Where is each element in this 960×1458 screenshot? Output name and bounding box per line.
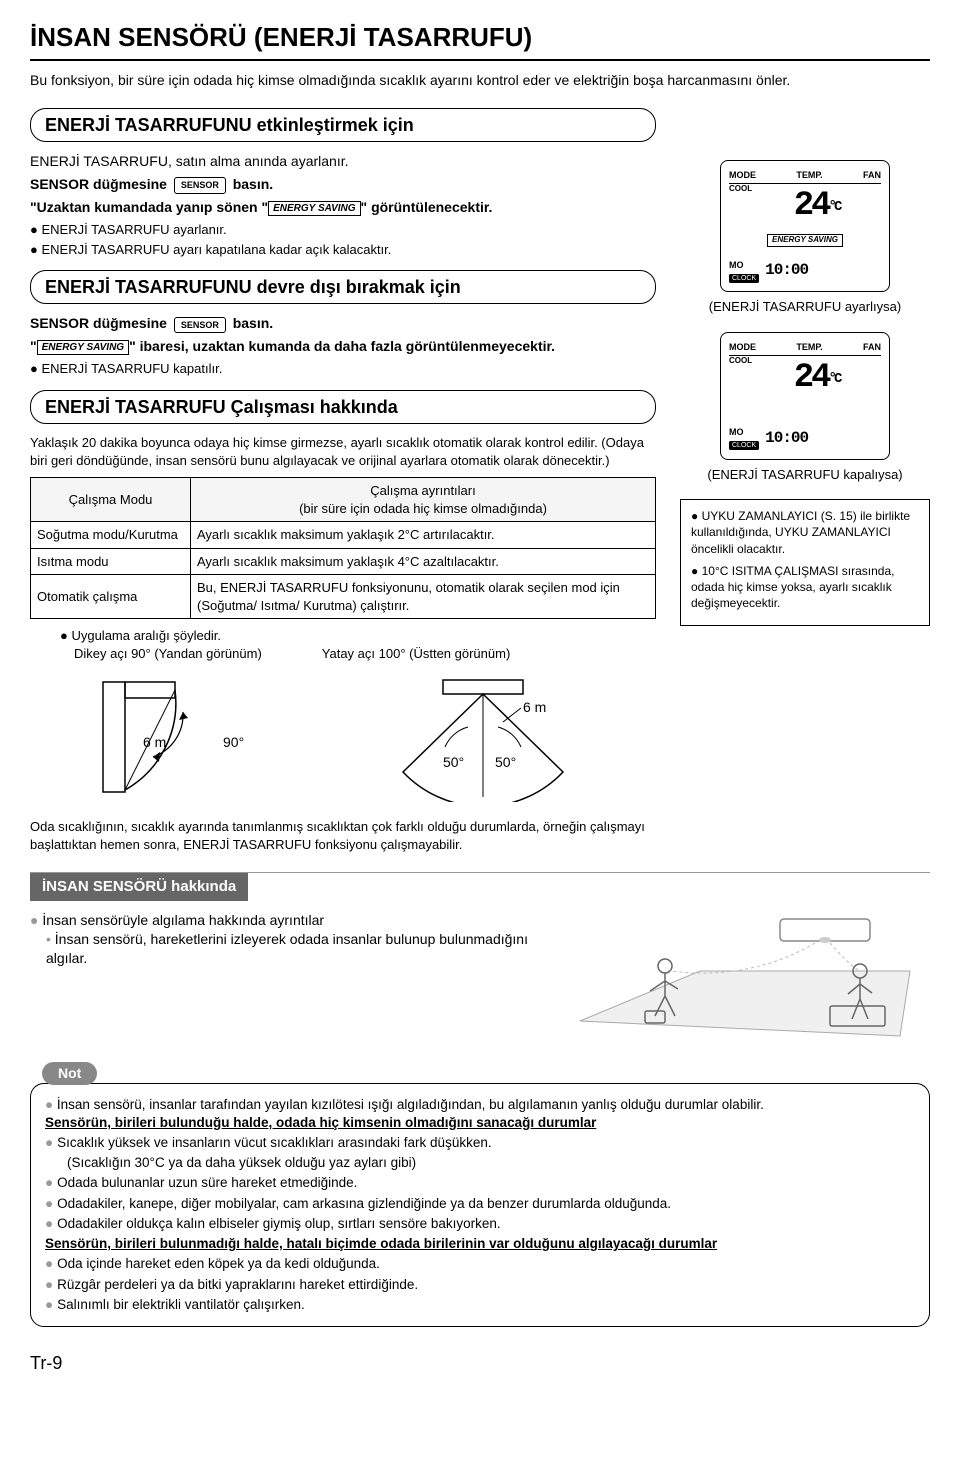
remote-panel-on: MODETEMP.FAN COOL 24°C ENERGY SAVING MOC… [720,160,890,293]
vertical-angle-diagram: 6 m 90° [93,672,333,802]
operation-heading: ENERJİ TASARRUFU Çalışması hakkında [30,390,656,424]
th-details: Çalışma ayrıntıları (bir süre için odada… [191,478,656,522]
note-l3: Odadakiler, kanepe, diğer mobilyalar, ca… [45,1195,915,1213]
remote-post: " görüntülenecektir. [361,199,493,215]
enable-bullet-2: ENERJİ TASARRUFU ayarı kapatılana kadar … [30,241,656,259]
r1c2: Ayarlı sıcaklık maksimum yaklaşık 2°C ar… [191,522,656,549]
about-heading: İNSAN SENSÖRÜ hakkında [30,873,248,901]
r3c1: Otomatik çalışma [31,575,191,619]
r2c1: Isıtma modu [31,548,191,575]
energy-saving-badge: ENERGY SAVING [268,201,360,217]
th-mode: Çalışma Modu [31,478,191,522]
app-range-h: Yatay açı 100° (Üstten görünüm) [322,645,511,663]
about-dot: İnsan sensörüyle algılama hakkında ayrın… [30,911,530,930]
note-l5: Oda içinde hareket eden köpek ya da kedi… [45,1255,915,1273]
enable-bullet-1: ENERJİ TASARRUFU ayarlanır. [30,221,656,239]
note-l1b: (Sıcaklığın 30°C ya da daha yüksek olduğ… [67,1154,915,1172]
note-l2: Odada bulunanlar uzun süre hareket etmed… [45,1174,915,1192]
remote-panel-off: MODETEMP.FAN COOL 24°C MOCLOCK 10:00 [720,332,890,460]
operation-desc: Yaklaşık 20 dakika boyunca odaya hiç kim… [30,434,656,469]
remote-pre: "Uzaktan kumandada yanıp sönen " [30,199,268,215]
note-l6: Rüzgâr perdeleri ya da bitki yaprakların… [45,1276,915,1294]
note-l7: Salınımlı bir elektrikli vantilatör çalı… [45,1296,915,1314]
d-remote-post: " ibaresi, uzaktan kumanda da daha fazla… [129,338,555,354]
app-range-lead: ● Uygulama aralığı şöyledir. [60,627,656,645]
note-u1: Sensörün, birileri bulunduğu halde, odad… [45,1114,915,1132]
sensor-post: basın. [233,176,273,192]
svg-text:6 m: 6 m [523,699,546,715]
d-energy-saving-badge: ENERGY SAVING [37,340,129,356]
horizontal-angle-diagram: 6 m 50° 50° [373,672,593,802]
note-pill: Not [42,1062,97,1085]
disable-bullet-1: ENERJİ TASARRUFU kapatılır. [30,360,656,378]
room-temp-note: Oda sıcaklığının, sıcaklık ayarında tanı… [30,818,656,853]
r2c2: Ayarlı sıcaklık maksimum yaklaşık 4°C az… [191,548,656,575]
table-row: Isıtma modu Ayarlı sıcaklık maksimum yak… [31,548,656,575]
sensor-illustration [550,911,930,1046]
d-remote-pre: " [30,338,37,354]
caption-off: (ENERJİ TASARRUFU kapalıysa) [680,466,930,484]
d-sensor-post: basın. [233,315,273,331]
side-note-box: UYKU ZAMANLAYICI (S. 15) ile birlikte ku… [680,499,930,626]
note-l1: Sıcaklık yüksek ve insanların vücut sıca… [45,1134,915,1152]
d-sensor-button: SENSOR [174,317,226,333]
d-sensor-pre: SENSOR düğmesine [30,315,167,331]
enable-line1: ENERJİ TASARRUFU, satın alma anında ayar… [30,152,656,171]
disable-heading: ENERJİ TASARRUFUNU devre dışı bırakmak i… [30,270,656,304]
svg-text:6 m: 6 m [143,734,166,750]
caption-on: (ENERJİ TASARRUFU ayarlıysa) [680,298,930,316]
svg-text:50°: 50° [443,754,464,770]
table-row: Soğutma modu/Kurutma Ayarlı sıcaklık mak… [31,522,656,549]
note-box: İnsan sensörü, insanlar tarafından yayıl… [30,1083,930,1327]
sensor-pre: SENSOR düğmesine [30,176,167,192]
note-l4: Odadakiler oldukça kalın elbiseler giymi… [45,1215,915,1233]
sensor-button: SENSOR [174,177,226,193]
page-title: İNSAN SENSÖRÜ (ENERJİ TASARRUFU) [30,20,930,61]
svg-text:90°: 90° [223,734,244,750]
operation-table: Çalışma Modu Çalışma ayrıntıları (bir sü… [30,477,656,619]
r1c1: Soğutma modu/Kurutma [31,522,191,549]
side-note-2: 10°C ISITMA ÇALIŞMASI sırasında, odada h… [691,563,919,612]
intro-text: Bu fonksiyon, bir süre için odada hiç ki… [30,71,930,90]
app-range-v: Dikey açı 90° (Yandan görünüm) [74,645,262,663]
page-number: Tr-9 [30,1351,930,1375]
note-u2: Sensörün, birileri bulunmadığı halde, ha… [45,1235,915,1253]
r3c2: Bu, ENERJİ TASARRUFU fonksiyonunu, otoma… [191,575,656,619]
note-lead: İnsan sensörü, insanlar tarafından yayıl… [45,1096,915,1114]
svg-text:50°: 50° [495,754,516,770]
table-row: Otomatik çalışma Bu, ENERJİ TASARRUFU fo… [31,575,656,619]
enable-heading: ENERJİ TASARRUFUNU etkinleştirmek için [30,108,656,142]
side-note-1: UYKU ZAMANLAYICI (S. 15) ile birlikte ku… [691,508,919,557]
about-sub: İnsan sensörü, hareketlerini izleyerek o… [46,930,530,968]
